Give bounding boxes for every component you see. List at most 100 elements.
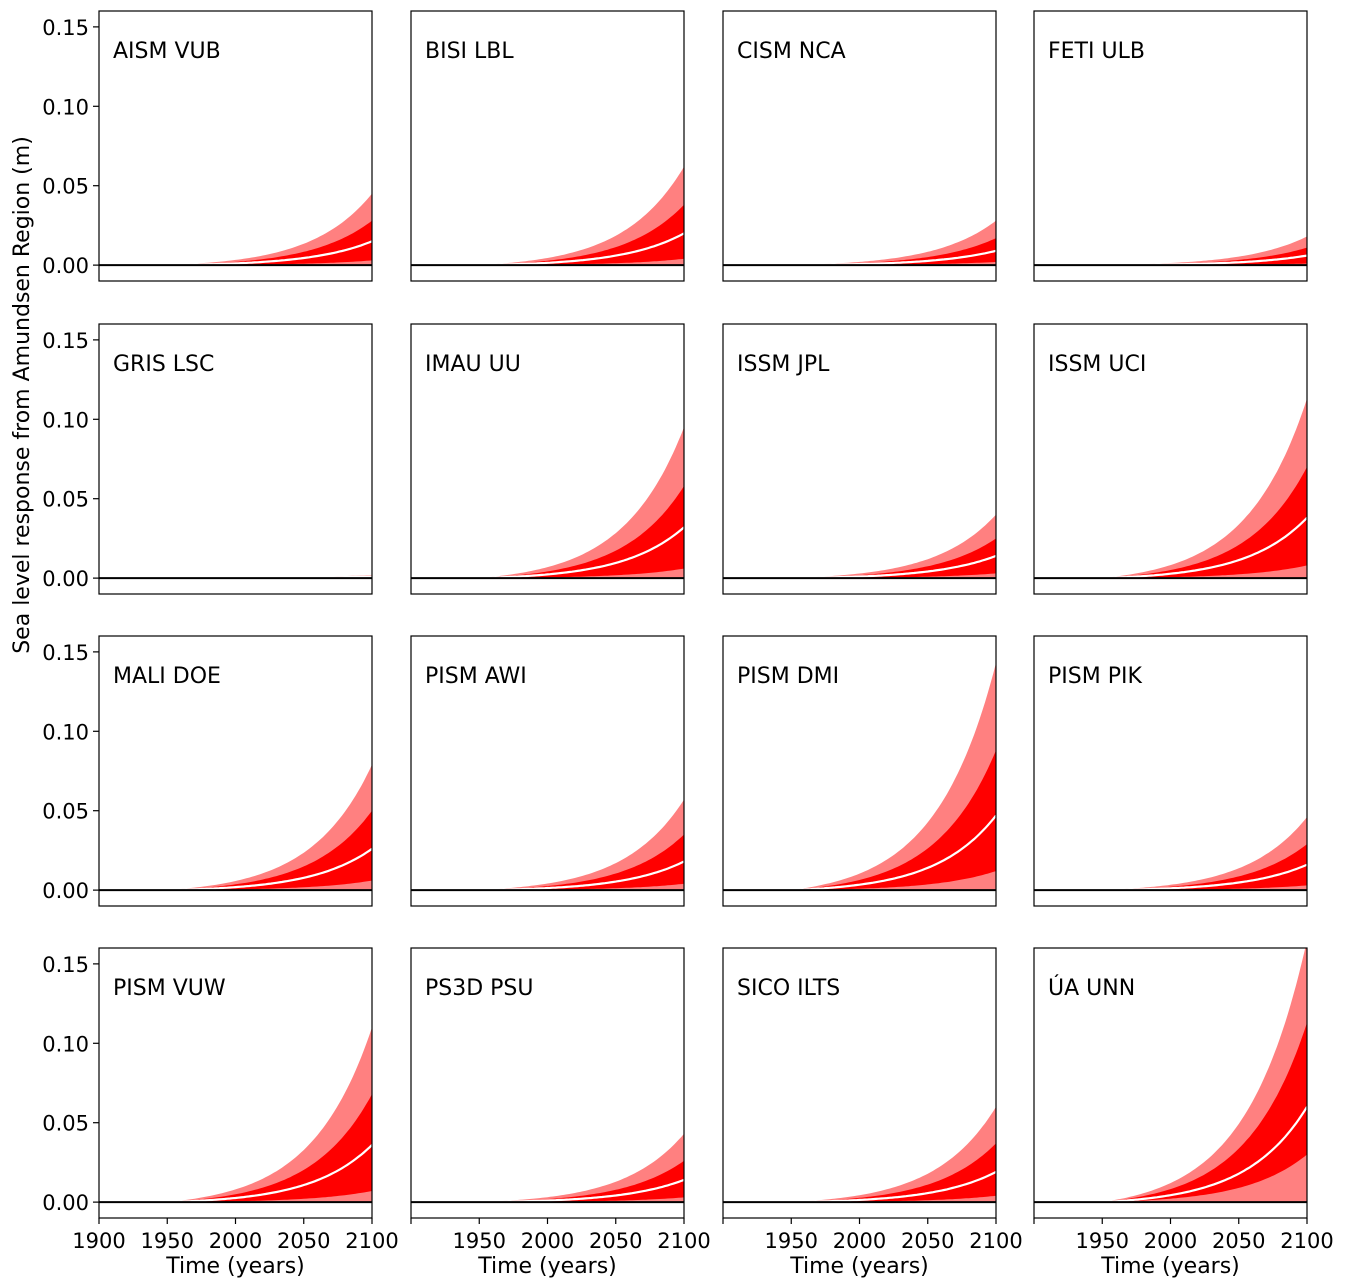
outer-range-band <box>411 166 684 266</box>
x-tick-label: 2000 <box>833 1229 886 1253</box>
plot-area <box>1034 817 1307 892</box>
x-tick-label: 2050 <box>901 1229 954 1253</box>
x-axis-title: Time (years) <box>1100 1254 1240 1279</box>
panel-frame <box>410 635 685 907</box>
panel-label: ISSM UCI <box>1048 352 1146 377</box>
outer-range-band <box>1034 948 1307 1203</box>
plot-area <box>1034 236 1307 267</box>
y-tick-label: 0.00 <box>42 254 89 278</box>
outer-range-band <box>411 1133 684 1203</box>
inner-range-band <box>723 538 996 579</box>
panel: PISM DMI <box>722 635 997 907</box>
plot-area <box>1034 948 1307 1204</box>
outer-range-band <box>723 663 996 891</box>
panel-label: AISM VUB <box>113 39 221 64</box>
plot-area <box>411 799 684 892</box>
panel: PISM PIK <box>1033 635 1308 907</box>
panel: MALI DOE 0.00 0.05 0.10 0.15 <box>42 635 373 907</box>
plot-area <box>411 427 684 580</box>
x-axis-title: Time (years) <box>165 1254 305 1279</box>
inner-range-band <box>411 1160 684 1203</box>
inner-range-band <box>411 204 684 266</box>
plot-area <box>99 764 372 892</box>
x-tick-label: 2050 <box>277 1229 330 1253</box>
panel: ISSM UCI <box>1033 323 1308 595</box>
inner-range-band <box>99 1094 372 1203</box>
panel: PS3D PSU 1950 2000 2050 2100 Time (years) <box>410 947 711 1279</box>
x-tick-label: 2100 <box>657 1229 710 1253</box>
panel: PISM AWI <box>410 635 685 907</box>
outer-range-band <box>411 799 684 891</box>
panel-label: FETI ULB <box>1048 39 1145 64</box>
y-tick-label: 0.10 <box>42 1032 89 1056</box>
x-axis-title: Time (years) <box>477 1254 617 1279</box>
x-tick-label: 2100 <box>1280 1229 1333 1253</box>
panel-frame <box>1033 323 1308 595</box>
x-tick-label: 1900 <box>72 1229 125 1253</box>
plot-area <box>1034 398 1307 580</box>
panel-frame <box>410 10 685 282</box>
plot-area <box>723 663 996 892</box>
plot-area <box>99 1027 372 1204</box>
y-tick-label: 0.10 <box>42 95 89 119</box>
y-tick-label: 0.05 <box>42 1112 89 1136</box>
x-axis-title: Time (years) <box>789 1254 929 1279</box>
panel-label: SICO ILTS <box>737 976 840 1001</box>
x-tick-label: 1950 <box>453 1229 506 1253</box>
outer-range-band <box>99 764 372 891</box>
outer-range-band <box>723 514 996 579</box>
inner-range-band <box>723 1143 996 1203</box>
plot-area <box>723 514 996 580</box>
outer-range-band <box>723 1106 996 1203</box>
y-axis-title: Sea level response from Amundsen Region … <box>10 136 35 654</box>
panel-label: CISM NCA <box>737 39 846 64</box>
panel-frame <box>1033 635 1308 907</box>
inner-range-band <box>99 220 372 266</box>
x-tick-label: 2050 <box>1212 1229 1265 1253</box>
x-tick-label: 1950 <box>765 1229 818 1253</box>
plot-area <box>411 166 684 267</box>
y-tick-label: 0.05 <box>42 175 89 199</box>
panel-frame <box>410 323 685 595</box>
outer-range-band <box>1034 236 1307 266</box>
x-tick-label: 2000 <box>1144 1229 1197 1253</box>
x-tick-label: 1950 <box>1076 1229 1129 1253</box>
panel: BISI LBL <box>410 10 685 282</box>
plot-area <box>99 193 372 267</box>
panel-frame <box>722 10 997 282</box>
x-tick-label: 2050 <box>589 1229 642 1253</box>
y-tick-label: 0.05 <box>42 800 89 824</box>
panel-frame <box>98 10 373 282</box>
plot-area <box>723 1106 996 1204</box>
panel: CISM NCA <box>722 10 997 282</box>
y-tick-label: 0.15 <box>42 953 89 977</box>
panel: FETI ULB <box>1033 10 1308 282</box>
panel-label: MALI DOE <box>113 664 221 689</box>
inner-range-band <box>723 238 996 266</box>
y-tick-label: 0.10 <box>42 408 89 432</box>
plot-area <box>411 1133 684 1204</box>
inner-range-band <box>1034 844 1307 891</box>
x-tick-label: 1950 <box>141 1229 194 1253</box>
panel-label: PISM VUW <box>113 976 226 1001</box>
panel: PISM VUW 0.00 0.05 0.10 0.15 1900 1950 2000 2050… <box>42 947 399 1279</box>
x-tick-label: 2000 <box>521 1229 574 1253</box>
y-tick-label: 0.10 <box>42 720 89 744</box>
y-tick-label: 0.15 <box>42 16 89 40</box>
panel: SICO ILTS 1950 2000 2050 2100 Time (years) <box>722 947 1023 1279</box>
panel: GRIS LSC 0.00 0.05 0.10 0.15 <box>42 323 373 595</box>
panel-label: PS3D PSU <box>425 976 534 1001</box>
panel: IMAU UU <box>410 323 685 595</box>
inner-range-band <box>99 810 372 891</box>
y-tick-label: 0.00 <box>42 567 89 591</box>
plot-area <box>723 220 996 267</box>
y-tick-label: 0.15 <box>42 329 89 353</box>
panel-label: PISM DMI <box>737 664 839 689</box>
panel-label: PISM AWI <box>425 664 527 689</box>
panel-frame <box>1033 10 1308 282</box>
inner-range-band <box>1034 247 1307 266</box>
plot-area <box>99 574 372 580</box>
panel: AISM VUB 0.00 0.05 0.10 0.15 <box>42 10 373 282</box>
